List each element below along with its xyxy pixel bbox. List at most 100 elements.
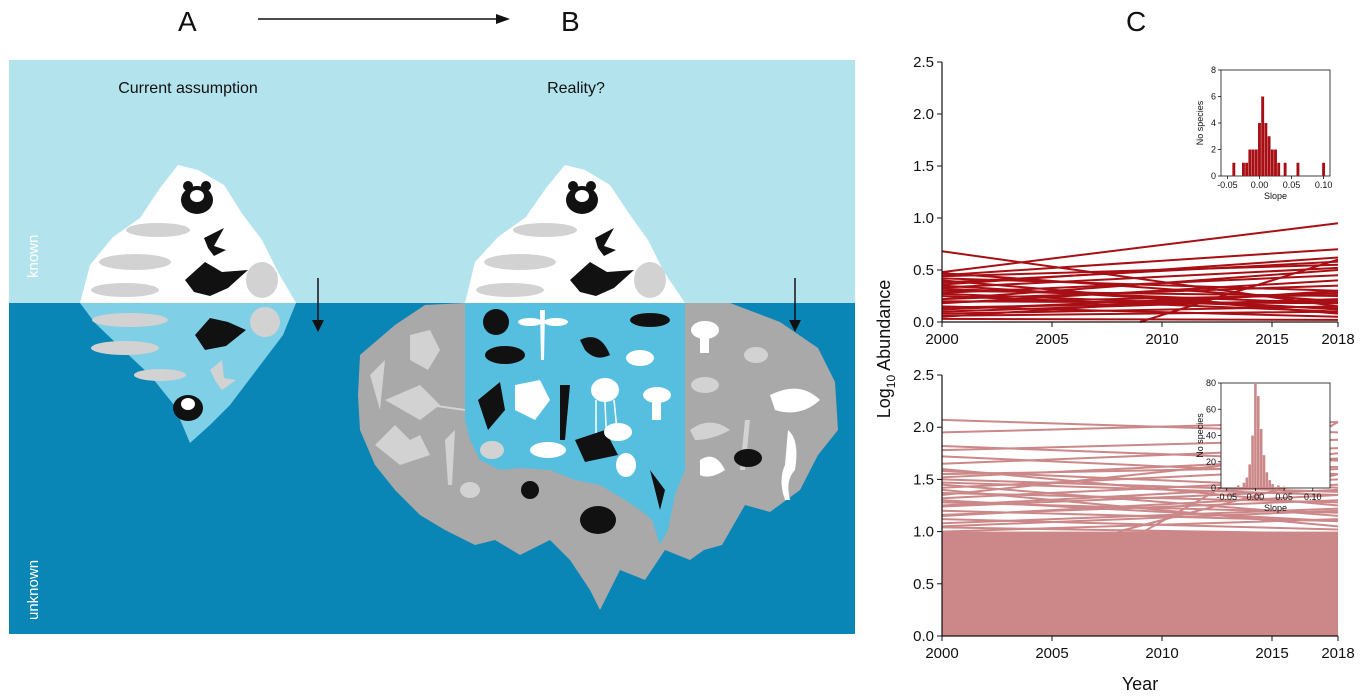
species-trend-line-25 — [941, 483, 1339, 507]
inset-y-tick-label: 80 — [1206, 378, 1216, 388]
bear-icon — [246, 262, 278, 298]
y-tick-label: 2.5 — [913, 54, 934, 71]
abundance-chart-2: 0.0 0.5 1.0 1.5 2.0 2.5 2000 2005 2010 2015 2018 0 2… — [913, 367, 1355, 662]
histogram-bar — [1251, 149, 1255, 176]
species-trend-line-23 — [941, 269, 1339, 301]
maple-leaf-icon — [410, 330, 440, 370]
species-trend-line-27 — [941, 293, 1339, 304]
x-axis-label: Year — [1122, 674, 1158, 694]
species-trend-line-19 — [941, 526, 1339, 535]
histogram-bar — [1322, 162, 1326, 176]
inset-x-tick-label: 0.10 — [1304, 492, 1322, 502]
histogram-bar — [1258, 123, 1261, 176]
histogram-bar — [1267, 136, 1271, 176]
histogram-bar — [1259, 428, 1263, 488]
species-trend-line-11 — [941, 295, 1339, 313]
x-tick-label: 2005 — [1035, 331, 1068, 348]
crocodile-icon — [91, 283, 159, 297]
histogram-bar — [1283, 162, 1287, 176]
species-trend-line-15 — [941, 305, 1339, 318]
inset-x-tick-label: 0.00 — [1251, 180, 1269, 190]
sinking-arrow-a — [312, 278, 324, 332]
species-trend-line-7 — [941, 284, 1339, 311]
inset-y-axis-label: No species — [1195, 100, 1205, 145]
y-tick-label: 0.5 — [913, 576, 934, 593]
stingray-icon — [385, 385, 440, 420]
species-trend-line-19 — [941, 289, 1339, 318]
slope-histogram-inset-2: 0 20 40 60 80 -0.05 0.00 0.05 0.10 Slope No specie… — [1195, 378, 1331, 513]
inset-y-tick-label: 8 — [1211, 65, 1216, 75]
species-trend-line-8 — [941, 266, 1339, 289]
shark-icon — [99, 254, 171, 270]
x-tick-label: 2000 — [925, 645, 958, 662]
species-trend-line-6 — [941, 447, 1339, 465]
species-trend-line-15 — [941, 509, 1339, 523]
y-tick-label: 1.0 — [913, 524, 934, 541]
y-tick-label: 1.0 — [913, 210, 934, 227]
species-trend-line-12 — [941, 284, 1339, 301]
leaf-icon — [515, 380, 550, 420]
coral-icon — [650, 470, 665, 510]
species-trend-line-20 — [941, 518, 1339, 533]
y-tick-label: 0.5 — [913, 262, 934, 279]
species-trend-line-25 — [941, 310, 1339, 317]
histogram-bar — [1282, 486, 1286, 488]
histogram-bar — [1232, 162, 1236, 176]
histogram-bar — [1254, 383, 1257, 488]
turtle-icon — [480, 441, 504, 459]
panel-letter-c: C — [1126, 6, 1147, 37]
x-tick-label: 2018 — [1321, 645, 1354, 662]
inset-y-tick-label: 40 — [1206, 431, 1216, 441]
x-tick-label: 2010 — [1145, 331, 1178, 348]
species-trend-line-5 — [941, 277, 1339, 292]
histogram-bar — [1277, 485, 1280, 488]
histogram-bar — [1268, 480, 1272, 488]
inset-x-axis-label: Slope — [1264, 503, 1287, 513]
species-trend-line-12 — [941, 478, 1339, 500]
histogram-bar — [1245, 162, 1249, 176]
x-tick-label: 2018 — [1321, 331, 1354, 348]
species-trend-line-24 — [941, 465, 1339, 476]
species-trend-line-21 — [941, 256, 1339, 286]
x-tick-label: 2000 — [925, 331, 958, 348]
histogram-bar — [1274, 149, 1277, 176]
species-trend-line-29 — [941, 499, 1339, 523]
species-trend-line-9 — [941, 289, 1339, 297]
y-tick-label: 2.0 — [913, 419, 934, 436]
eagle-icon — [185, 262, 248, 296]
species-trend-line-11 — [941, 491, 1339, 504]
inset-x-tick-label: 0.00 — [1247, 492, 1265, 502]
species-trend-line-26 — [941, 287, 1339, 305]
caption-current-assumption: Current assumption — [118, 80, 258, 97]
anglerfish-icon — [580, 506, 616, 534]
histogram-bar — [1236, 485, 1240, 488]
iceberg-a — [80, 165, 296, 443]
abundance-chart-1: 0.0 0.5 1.0 1.5 2.0 2.5 2000 2005 2010 2015 2018 0 2… — [913, 54, 1355, 348]
species-trend-line-10 — [941, 274, 1339, 294]
iceberg-diagram: known unknown Current assumption Reality… — [9, 14, 855, 634]
histogram-bar — [1242, 482, 1246, 488]
species-trend-line-30 — [941, 478, 1339, 493]
inset-y-tick-label: 20 — [1206, 457, 1216, 467]
slope-histogram-inset-1: 0 2 4 6 8 -0.05 0.00 0.05 0.10 Slope No species — [1195, 65, 1332, 201]
histogram-bar — [1264, 123, 1268, 176]
species-trend-line-22 — [941, 292, 1339, 310]
dense-lines-fill — [942, 531, 1338, 636]
species-trend-line-24 — [941, 300, 1339, 309]
jellyfish-icon — [591, 378, 619, 402]
species-trend-line-14 — [941, 488, 1339, 508]
histogram-bar — [1262, 455, 1266, 488]
inset-y-tick-label: 0 — [1211, 483, 1216, 493]
species-trend-line-28 — [941, 509, 1339, 528]
inset-x-axis-label: Slope — [1264, 191, 1287, 201]
grasshopper-icon — [575, 430, 618, 462]
histogram-bar — [1256, 396, 1260, 488]
histogram-bar — [1277, 162, 1281, 176]
y-tick-label: 1.5 — [913, 158, 934, 175]
caterpillar-icon — [530, 442, 566, 458]
worm-icon — [700, 456, 725, 477]
species-trend-line-22 — [941, 452, 1339, 497]
x-tick-label: 2005 — [1035, 645, 1068, 662]
species-trend-line-6 — [941, 260, 1339, 284]
butterfly-icon — [204, 228, 226, 256]
